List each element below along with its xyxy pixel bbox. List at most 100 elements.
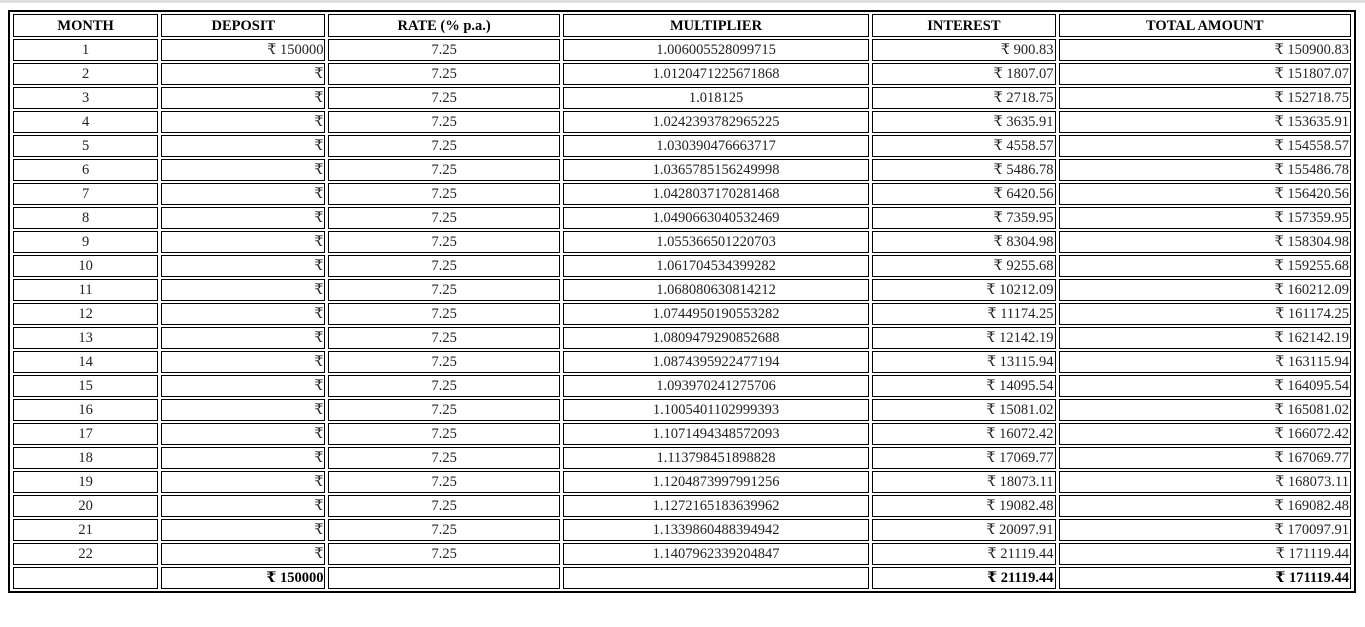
table-row: 8 ₹7.25 1.0490663040532469 ₹ 7359.95 ₹ 15735…	[13, 207, 1351, 229]
totals-rate	[328, 567, 560, 589]
cell-rate: 7.25	[328, 39, 560, 61]
cell-deposit: ₹	[161, 471, 326, 493]
cell-multiplier: 1.1407962339204847	[562, 543, 870, 565]
cell-month: 22	[13, 543, 159, 565]
cell-month: 14	[13, 351, 159, 373]
totals-total-amount: ₹ 171119.44	[1058, 567, 1351, 589]
table-row: 3 ₹7.25 1.018125 ₹ 2718.75 ₹ 152718.75	[13, 87, 1351, 109]
cell-interest: ₹ 1807.07	[872, 63, 1056, 85]
cell-month: 11	[13, 279, 159, 301]
cell-month: 1	[13, 39, 159, 61]
cell-deposit: ₹	[161, 279, 326, 301]
cell-month: 15	[13, 375, 159, 397]
fd-schedule-table: MONTH DEPOSIT RATE (% p.a.) MULTIPLIER I…	[8, 10, 1356, 593]
cell-month: 5	[13, 135, 159, 157]
cell-month: 20	[13, 495, 159, 517]
cell-interest: ₹ 8304.98	[872, 231, 1056, 253]
cell-deposit: ₹	[161, 375, 326, 397]
cell-total-amount: ₹ 159255.68	[1058, 255, 1351, 277]
header-row: MONTH DEPOSIT RATE (% p.a.) MULTIPLIER I…	[13, 14, 1351, 37]
cell-interest: ₹ 18073.11	[872, 471, 1056, 493]
cell-rate: 7.25	[328, 135, 560, 157]
cell-rate: 7.25	[328, 423, 560, 445]
table-row: 4 ₹7.25 1.0242393782965225 ₹ 3635.91 ₹ 15363…	[13, 111, 1351, 133]
cell-rate: 7.25	[328, 351, 560, 373]
cell-total-amount: ₹ 168073.11	[1058, 471, 1351, 493]
cell-total-amount: ₹ 154558.57	[1058, 135, 1351, 157]
header-multiplier: MULTIPLIER	[562, 14, 870, 37]
cell-total-amount: ₹ 163115.94	[1058, 351, 1351, 373]
top-divider	[0, 0, 1365, 3]
cell-rate: 7.25	[328, 375, 560, 397]
cell-rate: 7.25	[328, 543, 560, 565]
cell-multiplier: 1.006005528099715	[562, 39, 870, 61]
table-row: 20 ₹7.25 1.1272165183639962 ₹ 19082.48 ₹ 169…	[13, 495, 1351, 517]
header-interest: INTEREST	[872, 14, 1056, 37]
cell-total-amount: ₹ 165081.02	[1058, 399, 1351, 421]
cell-deposit: ₹	[161, 231, 326, 253]
cell-deposit: ₹	[161, 327, 326, 349]
cell-multiplier: 1.0809479290852688	[562, 327, 870, 349]
cell-interest: ₹ 14095.54	[872, 375, 1056, 397]
cell-interest: ₹ 11174.25	[872, 303, 1056, 325]
cell-total-amount: ₹ 162142.19	[1058, 327, 1351, 349]
cell-interest: ₹ 3635.91	[872, 111, 1056, 133]
cell-month: 8	[13, 207, 159, 229]
cell-multiplier: 1.0365785156249998	[562, 159, 870, 181]
cell-multiplier: 1.068080630814212	[562, 279, 870, 301]
cell-month: 2	[13, 63, 159, 85]
cell-interest: ₹ 5486.78	[872, 159, 1056, 181]
cell-deposit: ₹ 150000	[161, 39, 326, 61]
cell-rate: 7.25	[328, 231, 560, 253]
totals-row: ₹ 150000 ₹ 21119.44 ₹ 171119.44	[13, 567, 1351, 589]
cell-interest: ₹ 10212.09	[872, 279, 1056, 301]
cell-multiplier: 1.074495019055328​2	[562, 303, 870, 325]
cell-deposit: ₹	[161, 63, 326, 85]
cell-interest: ₹ 2718.75	[872, 87, 1056, 109]
cell-total-amount: ₹ 155486.78	[1058, 159, 1351, 181]
cell-deposit: ₹	[161, 423, 326, 445]
cell-rate: 7.25	[328, 495, 560, 517]
cell-interest: ₹ 19082.48	[872, 495, 1056, 517]
table-row: 9 ₹7.25 1.055366501220703 ₹ 8304.98 ₹ 158304…	[13, 231, 1351, 253]
cell-month: 18	[13, 447, 159, 469]
cell-deposit: ₹	[161, 183, 326, 205]
cell-interest: ₹ 15081.02	[872, 399, 1056, 421]
header-deposit: DEPOSIT	[161, 14, 326, 37]
cell-total-amount: ₹ 150900.83	[1058, 39, 1351, 61]
cell-interest: ₹ 9255.68	[872, 255, 1056, 277]
cell-interest: ₹ 900.83	[872, 39, 1056, 61]
cell-multiplier: 1.061704534399282	[562, 255, 870, 277]
cell-multiplier: 1.093970241275706	[562, 375, 870, 397]
header-rate: RATE (% p.a.)	[328, 14, 560, 37]
header-month: MONTH	[13, 14, 159, 37]
cell-deposit: ₹	[161, 351, 326, 373]
cell-rate: 7.25	[328, 447, 560, 469]
table-row: 16 ₹7.25 1.1005401102999393 ₹ 15081.02 ₹ 165…	[13, 399, 1351, 421]
cell-multiplier: 1.113798451898828	[562, 447, 870, 469]
cell-multiplier: 1.055366501220703	[562, 231, 870, 253]
cell-total-amount: ₹ 158304.98	[1058, 231, 1351, 253]
cell-multiplier: 1.018125	[562, 87, 870, 109]
cell-deposit: ₹	[161, 399, 326, 421]
cell-total-amount: ₹ 169082.48	[1058, 495, 1351, 517]
cell-total-amount: ₹ 152718.75	[1058, 87, 1351, 109]
cell-month: 3	[13, 87, 159, 109]
cell-month: 9	[13, 231, 159, 253]
cell-month: 10	[13, 255, 159, 277]
cell-total-amount: ₹ 170097.91	[1058, 519, 1351, 541]
totals-deposit: ₹ 150000	[161, 567, 326, 589]
cell-month: 12	[13, 303, 159, 325]
table-row: 5 ₹7.25 1.030390476663717 ₹ 4558.57 ₹ 154558…	[13, 135, 1351, 157]
cell-multiplier: 1.0874395922477194	[562, 351, 870, 373]
table-row: 6 ₹7.25 1.0365785156249998 ₹ 5486.78 ₹ 15548…	[13, 159, 1351, 181]
cell-interest: ₹ 16072.42	[872, 423, 1056, 445]
cell-interest: ₹ 12142.19	[872, 327, 1056, 349]
cell-deposit: ₹	[161, 159, 326, 181]
cell-rate: 7.25	[328, 327, 560, 349]
cell-total-amount: ₹ 161174.25	[1058, 303, 1351, 325]
cell-deposit: ₹	[161, 543, 326, 565]
cell-deposit: ₹	[161, 135, 326, 157]
cell-interest: ₹ 17069.77	[872, 447, 1056, 469]
cell-rate: 7.25	[328, 159, 560, 181]
